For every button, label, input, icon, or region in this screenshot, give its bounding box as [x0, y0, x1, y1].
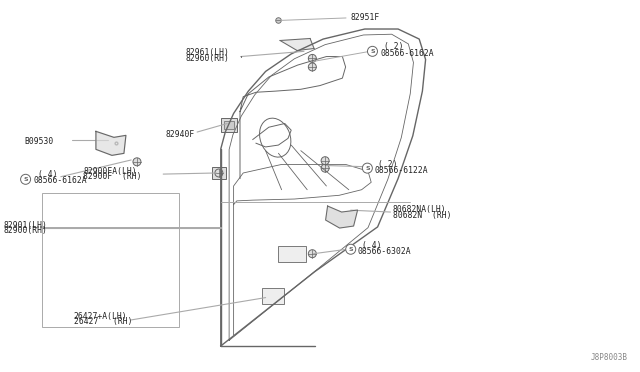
Text: 08566-6162A: 08566-6162A: [33, 176, 87, 185]
Text: S: S: [348, 247, 353, 252]
Bar: [224, 121, 234, 129]
Text: 82900F  (RH): 82900F (RH): [83, 172, 141, 181]
Text: 80682N  (RH): 80682N (RH): [393, 211, 451, 219]
Text: S: S: [23, 177, 28, 182]
Circle shape: [215, 169, 223, 177]
Polygon shape: [280, 38, 314, 51]
Text: B09530: B09530: [24, 137, 54, 146]
Circle shape: [308, 63, 316, 71]
Bar: [42, 193, 179, 327]
Text: 82901(LH): 82901(LH): [3, 221, 47, 230]
Circle shape: [362, 163, 372, 173]
Text: 82951F: 82951F: [351, 13, 380, 22]
Bar: [212, 167, 226, 179]
Polygon shape: [96, 131, 126, 155]
Text: S: S: [365, 166, 370, 171]
Text: 08566-6162A: 08566-6162A: [380, 49, 434, 58]
Bar: [262, 288, 284, 304]
Text: 82900FA(LH): 82900FA(LH): [83, 167, 137, 176]
Text: 82960(RH): 82960(RH): [186, 54, 230, 63]
Circle shape: [20, 174, 31, 184]
Text: ( 2): ( 2): [384, 42, 403, 51]
Circle shape: [367, 46, 378, 56]
Circle shape: [308, 250, 316, 258]
Text: 08566-6302A: 08566-6302A: [357, 247, 411, 256]
Circle shape: [321, 164, 329, 172]
Text: ( 2): ( 2): [378, 160, 397, 169]
Circle shape: [346, 244, 356, 254]
Text: S: S: [370, 49, 375, 54]
Text: 26427   (RH): 26427 (RH): [74, 317, 132, 326]
Text: 82940F: 82940F: [165, 130, 195, 139]
FancyBboxPatch shape: [278, 246, 307, 262]
Text: 82900(RH): 82900(RH): [3, 226, 47, 235]
Text: 26427+A(LH): 26427+A(LH): [74, 312, 127, 321]
Text: 82961(LH): 82961(LH): [186, 48, 230, 57]
Text: ( 4): ( 4): [362, 241, 381, 250]
Circle shape: [321, 157, 329, 165]
Polygon shape: [326, 206, 358, 228]
Text: ( 4): ( 4): [38, 170, 58, 179]
Text: 08566-6122A: 08566-6122A: [374, 166, 428, 175]
Text: 80682NA(LH): 80682NA(LH): [393, 205, 447, 214]
Bar: [221, 118, 237, 132]
Text: J8P8003B: J8P8003B: [590, 353, 627, 362]
Circle shape: [133, 158, 141, 166]
Circle shape: [308, 54, 316, 62]
